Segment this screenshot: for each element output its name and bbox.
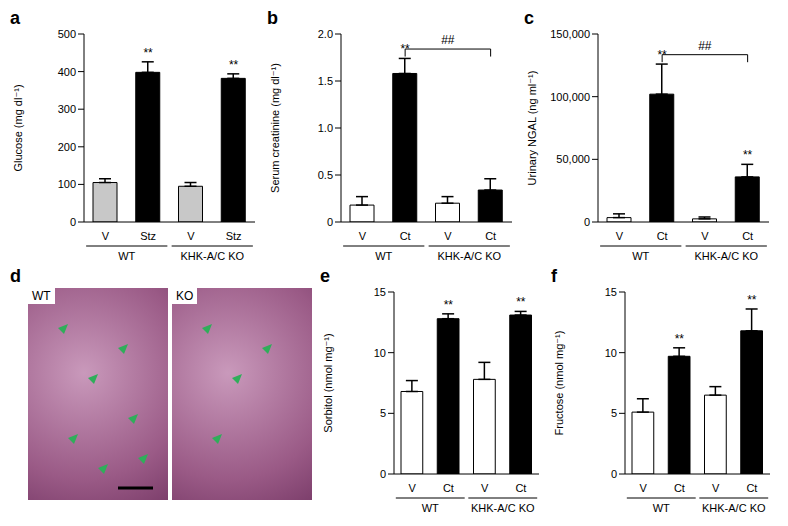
svg-text:**: ** xyxy=(444,298,454,312)
html-text:KO: KO xyxy=(176,289,194,303)
svg-text:**: ** xyxy=(143,46,153,60)
svg-text:**: ** xyxy=(229,58,239,72)
svg-text:Glucose (mg dl⁻¹): Glucose (mg dl⁻¹) xyxy=(12,84,24,171)
svg-text:**: ** xyxy=(657,48,667,62)
html-text:WT: WT xyxy=(32,289,51,303)
svg-text:5: 5 xyxy=(380,407,386,419)
svg-text:WT: WT xyxy=(653,502,670,514)
svg-text:Stz: Stz xyxy=(226,230,242,242)
svg-text:V: V xyxy=(481,482,489,494)
svg-text:V: V xyxy=(712,482,720,494)
html-text:a: a xyxy=(10,8,20,28)
svg-text:0: 0 xyxy=(380,468,386,480)
svg-text:V: V xyxy=(187,230,195,242)
svg-text:Ct: Ct xyxy=(674,482,685,494)
svg-text:2.0: 2.0 xyxy=(318,28,333,40)
svg-text:**: ** xyxy=(743,148,753,162)
svg-text:0: 0 xyxy=(70,216,76,228)
svg-text:0.5: 0.5 xyxy=(318,169,333,181)
svg-text:Ct: Ct xyxy=(515,482,526,494)
svg-text:150,000: 150,000 xyxy=(550,28,590,40)
svg-text:100: 100 xyxy=(58,178,76,190)
svg-text:##: ## xyxy=(441,33,455,47)
svg-text:Ct: Ct xyxy=(485,230,496,242)
svg-text:10: 10 xyxy=(605,347,617,359)
svg-text:0: 0 xyxy=(584,216,590,228)
svg-text:V: V xyxy=(616,230,624,242)
svg-text:Fructose (nmol mg⁻¹): Fructose (nmol mg⁻¹) xyxy=(553,331,565,436)
html-text:e: e xyxy=(320,266,330,286)
svg-text:100,000: 100,000 xyxy=(550,91,590,103)
svg-text:200: 200 xyxy=(58,141,76,153)
svg-text:**: ** xyxy=(747,293,757,307)
svg-text:**: ** xyxy=(516,295,526,309)
html-text:d: d xyxy=(10,266,21,286)
svg-text:V: V xyxy=(408,482,416,494)
svg-text:500: 500 xyxy=(58,28,76,40)
html-text:f: f xyxy=(551,266,557,286)
svg-text:V: V xyxy=(639,482,647,494)
svg-text:WT: WT xyxy=(375,250,392,262)
svg-text:Ct: Ct xyxy=(657,230,668,242)
svg-text:1.0: 1.0 xyxy=(318,122,333,134)
svg-text:1.5: 1.5 xyxy=(318,75,333,87)
svg-text:400: 400 xyxy=(58,66,76,78)
svg-text:15: 15 xyxy=(605,286,617,298)
svg-text:Ct: Ct xyxy=(443,482,454,494)
svg-text:15: 15 xyxy=(374,286,386,298)
svg-text:0: 0 xyxy=(611,468,617,480)
svg-text:##: ## xyxy=(698,39,712,53)
svg-text:Stz: Stz xyxy=(140,230,156,242)
svg-text:KHK-A/C KO: KHK-A/C KO xyxy=(437,250,501,262)
html-text:b: b xyxy=(267,8,278,28)
svg-text:V: V xyxy=(444,230,452,242)
svg-text:5: 5 xyxy=(611,407,617,419)
svg-text:KHK-A/C KO: KHK-A/C KO xyxy=(471,502,535,514)
svg-text:Sorbitol (nmol mg⁻¹): Sorbitol (nmol mg⁻¹) xyxy=(322,333,334,432)
svg-text:KHK-A/C KO: KHK-A/C KO xyxy=(180,250,244,262)
svg-text:0: 0 xyxy=(327,216,333,228)
html-text:c: c xyxy=(524,8,534,28)
svg-text:300: 300 xyxy=(58,103,76,115)
svg-text:50,000: 50,000 xyxy=(556,153,590,165)
svg-text:WT: WT xyxy=(632,250,649,262)
svg-text:Ct: Ct xyxy=(400,230,411,242)
svg-text:Ct: Ct xyxy=(742,230,753,242)
svg-text:Ct: Ct xyxy=(746,482,757,494)
svg-text:WT: WT xyxy=(422,502,439,514)
svg-text:**: ** xyxy=(675,332,685,346)
svg-text:WT: WT xyxy=(118,250,135,262)
svg-text:KHK-A/C KO: KHK-A/C KO xyxy=(702,502,766,514)
svg-text:V: V xyxy=(359,230,367,242)
svg-text:V: V xyxy=(701,230,709,242)
svg-text:KHK-A/C KO: KHK-A/C KO xyxy=(694,250,758,262)
svg-text:Urinary NGAL (ng ml⁻¹): Urinary NGAL (ng ml⁻¹) xyxy=(526,71,538,186)
svg-text:10: 10 xyxy=(374,347,386,359)
svg-text:Serum creatinine (mg dl⁻¹): Serum creatinine (mg dl⁻¹) xyxy=(269,63,281,193)
svg-text:V: V xyxy=(102,230,110,242)
svg-text:**: ** xyxy=(400,42,410,56)
